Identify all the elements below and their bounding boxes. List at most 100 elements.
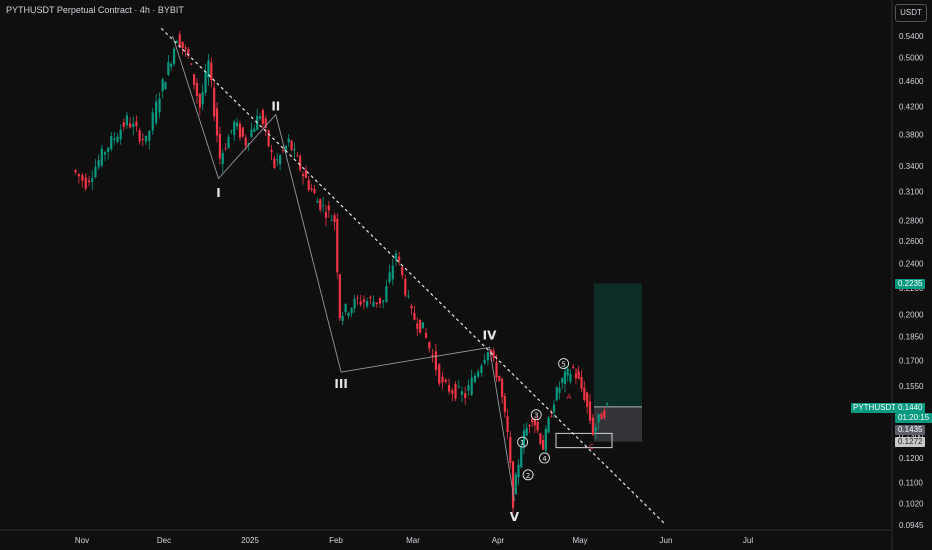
y-tick-label: 0.1850: [899, 333, 924, 342]
candle-body: [457, 386, 460, 387]
candle-body: [473, 375, 477, 383]
candle-body: [388, 272, 391, 283]
candle-body: [198, 93, 201, 108]
y-tick-label: 0.4200: [899, 103, 924, 112]
x-tick-label: Apr: [492, 536, 505, 545]
countdown-badge: 01:20:15: [895, 413, 932, 423]
candle-body: [438, 364, 441, 384]
y-tick-label: 0.2400: [899, 260, 924, 269]
candle-body: [594, 427, 597, 432]
candle-body: [187, 49, 190, 56]
candle-body: [362, 299, 366, 302]
candle-body: [276, 159, 279, 161]
y-tick-label: 0.3400: [899, 162, 924, 171]
candle-body: [167, 61, 170, 76]
candle-body: [236, 122, 239, 127]
candle-body: [221, 152, 224, 165]
candle-body: [495, 362, 498, 378]
candle-body: [517, 464, 520, 478]
candle-body: [190, 63, 193, 65]
candle-body: [574, 373, 578, 379]
candle-body: [603, 410, 606, 418]
candle-body: [483, 359, 486, 364]
y-tick-label: 0.1550: [899, 382, 924, 391]
candle-body: [227, 136, 230, 149]
candle-body: [606, 403, 609, 405]
candle-body: [410, 305, 413, 309]
candle-body: [391, 265, 394, 280]
wave-path: [172, 35, 515, 501]
wave-circle: [522, 469, 534, 481]
candle-body: [451, 390, 454, 394]
candle-body: [588, 401, 592, 421]
candle-body: [470, 377, 473, 395]
candle-body: [81, 175, 84, 181]
candle-body: [230, 130, 233, 132]
candle-body: [307, 180, 310, 190]
wave-label: B: [575, 368, 580, 376]
candle-body: [441, 376, 444, 383]
candle-body: [418, 319, 422, 333]
x-tick-label: Feb: [329, 536, 343, 545]
candle-body: [416, 323, 419, 329]
candle-body: [547, 417, 550, 433]
candle-body: [539, 433, 542, 444]
candle-body: [421, 322, 425, 329]
candle-body: [97, 160, 100, 168]
wave-label: I: [216, 186, 220, 200]
candle-body: [313, 189, 316, 194]
candle-body: [287, 138, 290, 143]
candle-body: [244, 137, 247, 146]
candle-body: [444, 379, 447, 383]
target-price-badge: 0.2235: [895, 279, 926, 289]
candle-body: [600, 413, 603, 420]
candle-body: [338, 274, 341, 319]
candle-body: [132, 123, 135, 128]
candle-body: [572, 366, 575, 368]
candle-body: [247, 143, 250, 145]
candle-body: [178, 34, 181, 48]
currency-button[interactable]: USDT: [895, 4, 927, 22]
candle-body: [327, 205, 330, 211]
candle-body: [148, 130, 151, 141]
target-zone: [594, 283, 642, 407]
candle-body: [394, 253, 398, 260]
candle-body: [434, 351, 438, 370]
y-tick-label: 0.3800: [899, 131, 924, 140]
candle-body: [87, 180, 91, 183]
y-tick-label: 0.5000: [899, 54, 924, 63]
candle-body: [207, 60, 210, 78]
candle-body: [359, 301, 362, 305]
candle-body: [369, 297, 372, 299]
x-tick-label: Nov: [75, 536, 89, 545]
candle-body: [486, 352, 489, 361]
candle-body: [135, 121, 138, 127]
candle-body: [161, 79, 164, 92]
y-tick-label: 0.1020: [899, 500, 924, 509]
candle-body: [464, 393, 467, 399]
candle-body: [401, 266, 404, 276]
candle-body: [498, 375, 501, 382]
candle-body: [344, 303, 347, 312]
y-tick-label: 0.2000: [899, 311, 924, 320]
candle-body: [341, 315, 344, 321]
candle-body: [566, 368, 569, 376]
candle-body: [382, 300, 385, 302]
candle-body: [460, 391, 464, 395]
candle-body: [536, 421, 539, 431]
candle-body: [492, 350, 495, 358]
candle-body: [480, 365, 483, 373]
candle-body: [555, 387, 558, 401]
candle-body: [563, 371, 567, 384]
candle-body: [552, 404, 556, 413]
candle-body: [533, 420, 536, 426]
candle-body: [531, 419, 534, 422]
wave-label: A: [567, 393, 572, 401]
x-tick-label: Jun: [660, 536, 673, 545]
candle-body: [77, 173, 81, 177]
y-tick-label: 0.1700: [899, 356, 924, 365]
y-tick-label: 0.5400: [899, 32, 924, 41]
candle-body: [366, 301, 369, 307]
candle-body: [128, 123, 132, 128]
